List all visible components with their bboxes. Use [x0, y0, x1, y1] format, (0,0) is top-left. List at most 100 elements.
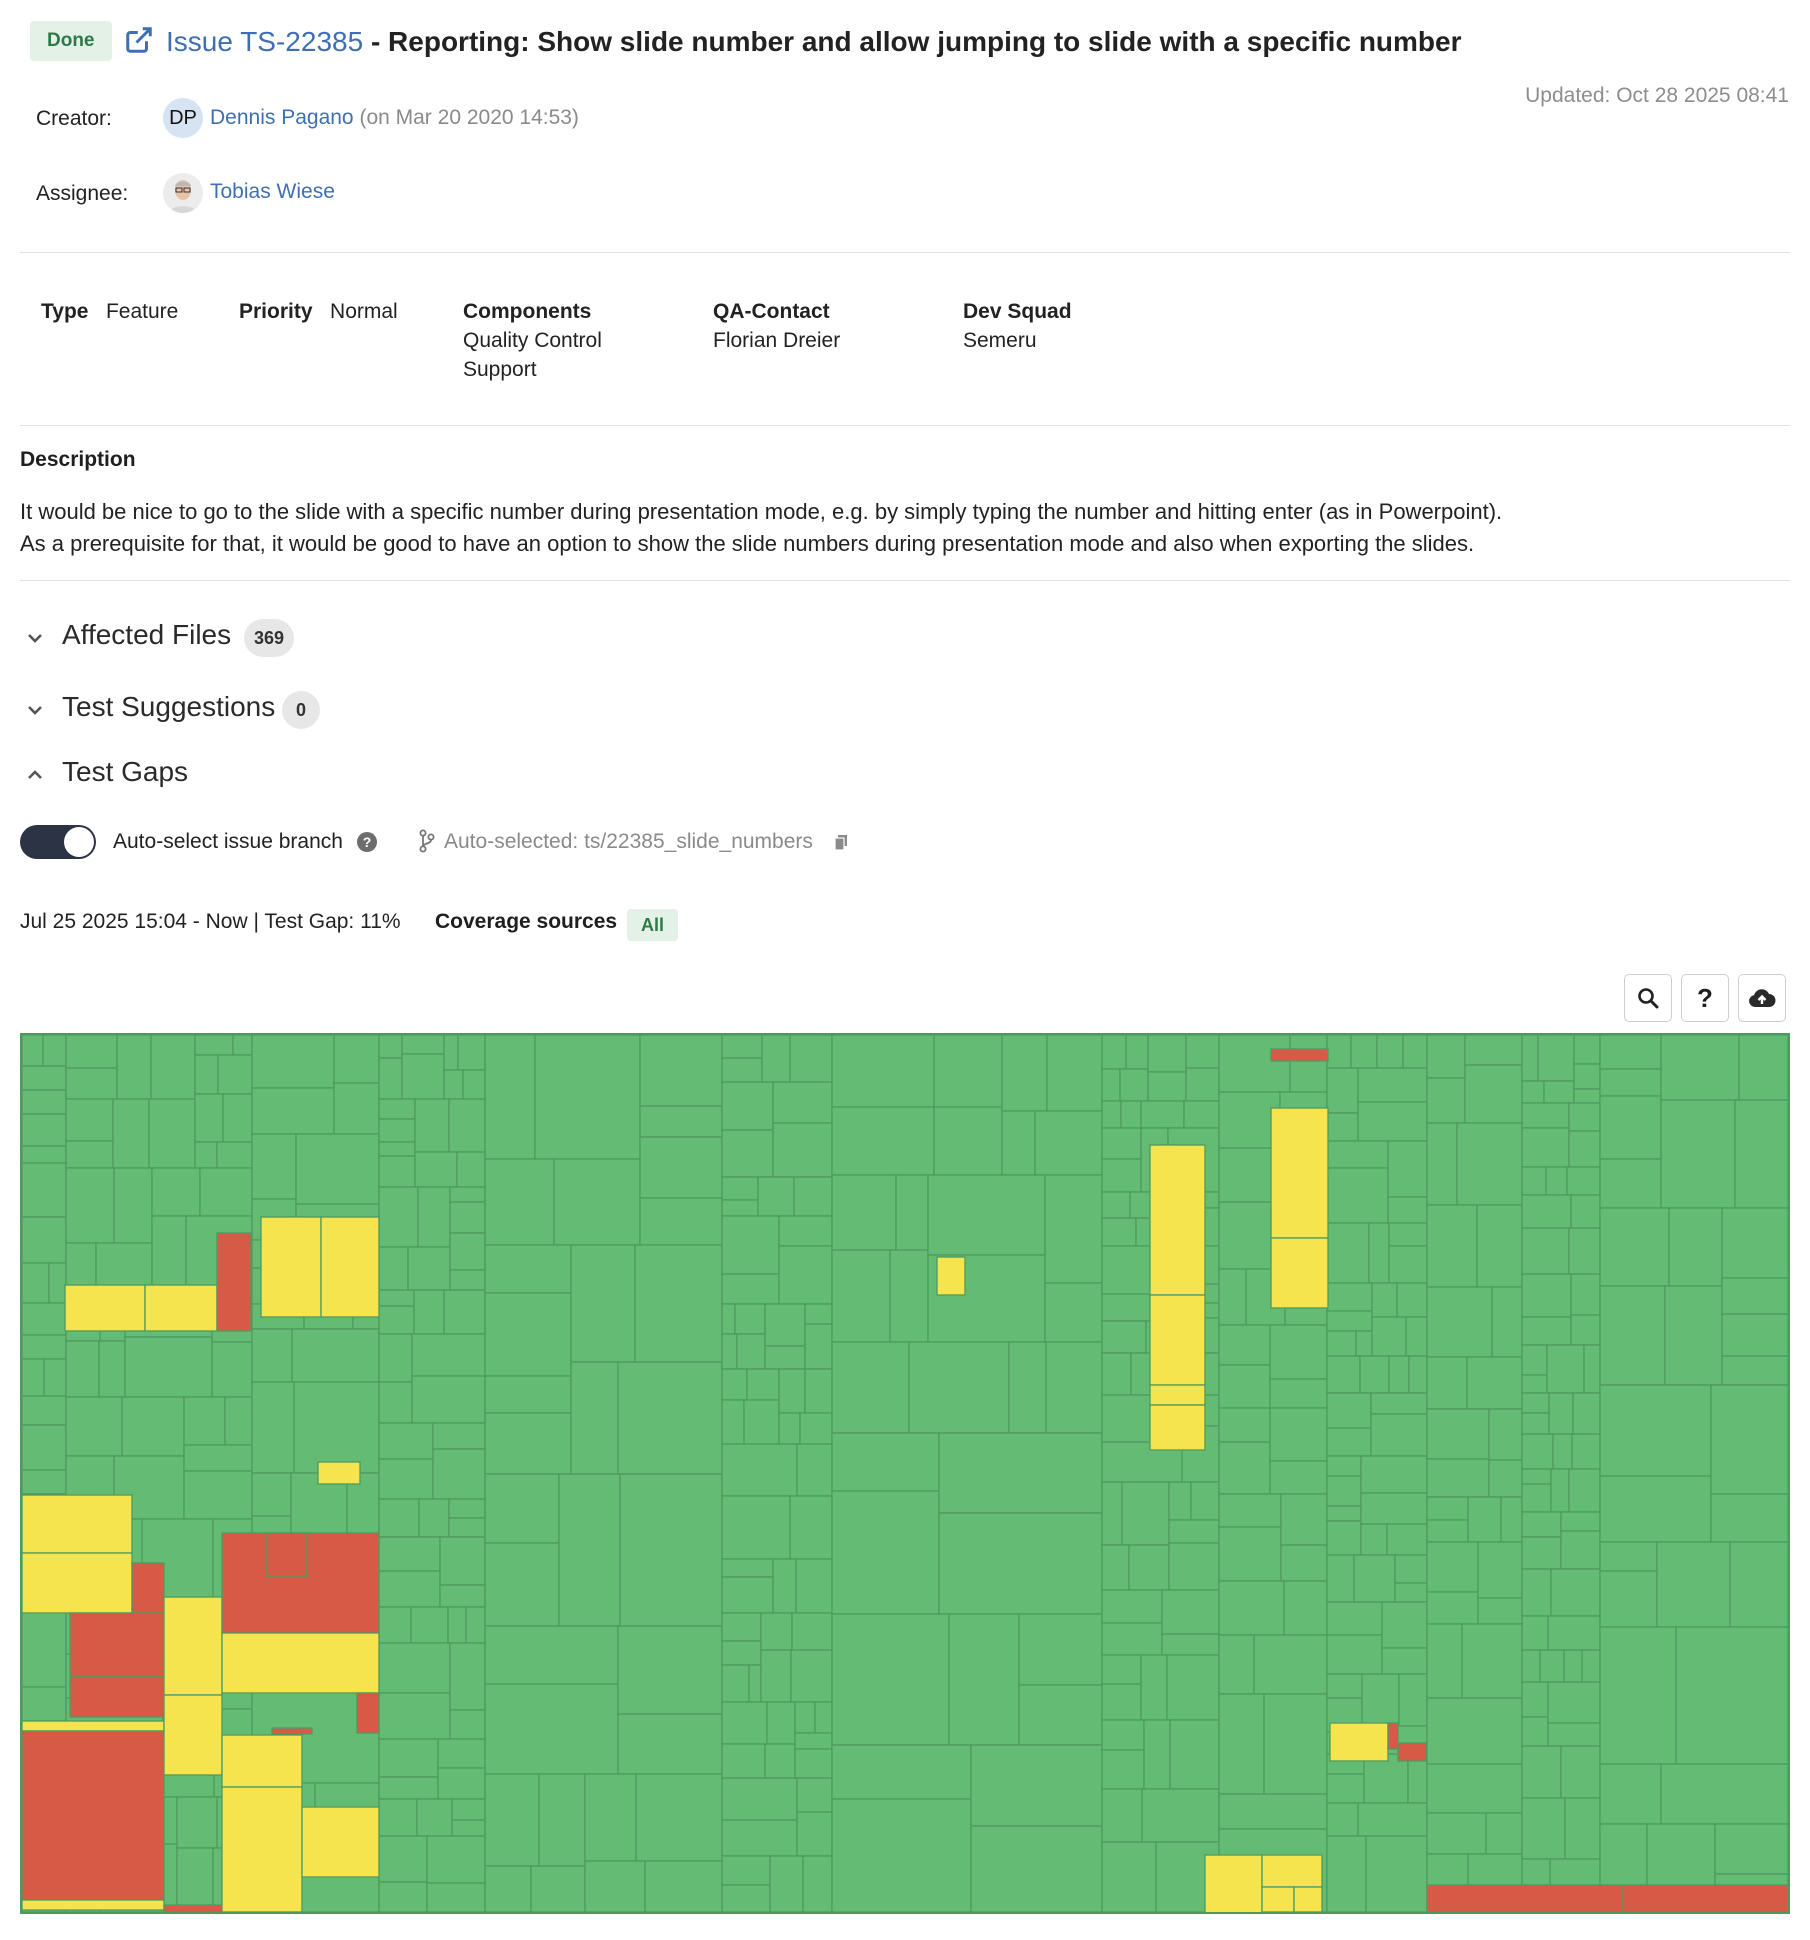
- treemap-cell[interactable]: [333, 1082, 380, 1135]
- treemap-cell[interactable]: [410, 1606, 449, 1644]
- treemap-cell[interactable]: [222, 1093, 253, 1143]
- treemap-cell[interactable]: [1218, 1526, 1282, 1582]
- treemap-cell[interactable]: [1269, 1407, 1328, 1462]
- treemap-cell[interactable]: [1280, 1544, 1328, 1582]
- treemap-cell[interactable]: [1034, 1110, 1103, 1176]
- treemap-cell[interactable]: [1552, 1433, 1573, 1470]
- treemap-cell[interactable]: [1147, 1071, 1187, 1102]
- treemap-cell[interactable]: [251, 1133, 297, 1200]
- treemap-cell[interactable]: [484, 1292, 572, 1377]
- treemap-cell[interactable]: [1599, 1541, 1658, 1572]
- creator-name-link[interactable]: Dennis Pagano: [210, 106, 354, 129]
- treemap-cell[interactable]: [1120, 1100, 1142, 1129]
- treemap-cell[interactable]: [1269, 1460, 1328, 1495]
- treemap-cell[interactable]: [1371, 1282, 1398, 1318]
- treemap-cell[interactable]: [484, 1473, 560, 1544]
- treemap-cell[interactable]: [1326, 1222, 1370, 1284]
- treemap-cell[interactable]: [1570, 1314, 1601, 1346]
- treemap-cell[interactable]: [65, 1242, 97, 1293]
- treemap-cell[interactable]: [1521, 1194, 1572, 1229]
- treemap-cell[interactable]: [1381, 1647, 1428, 1675]
- treemap-cell[interactable]: [1261, 1886, 1295, 1912]
- treemap-cell[interactable]: [1147, 1035, 1187, 1073]
- treemap-cell[interactable]: [163, 1694, 223, 1776]
- treemap-cell[interactable]: [1426, 1623, 1463, 1699]
- treemap-cell[interactable]: [804, 1368, 833, 1414]
- treemap-cell[interactable]: [22, 1611, 67, 1688]
- treemap-cell[interactable]: [789, 1035, 833, 1083]
- treemap-cell[interactable]: [1119, 1068, 1149, 1102]
- treemap-cell[interactable]: [1283, 1580, 1328, 1636]
- treemap-cell[interactable]: [721, 1576, 774, 1614]
- treemap-cell[interactable]: [1386, 1523, 1428, 1556]
- treemap-cell[interactable]: [1572, 1392, 1601, 1435]
- treemap-cell[interactable]: [1521, 1745, 1562, 1799]
- treemap-cell[interactable]: [1491, 1286, 1523, 1358]
- treemap-cell[interactable]: [443, 1035, 459, 1071]
- treemap-cell[interactable]: [1218, 1201, 1272, 1270]
- treemap-cell[interactable]: [69, 1676, 165, 1718]
- treemap-cell[interactable]: [439, 1536, 486, 1586]
- treemap-cell[interactable]: [1101, 1068, 1121, 1102]
- treemap-cell[interactable]: [378, 1642, 451, 1694]
- treemap-cell[interactable]: [112, 1098, 150, 1169]
- treemap-cell[interactable]: [22, 1262, 50, 1304]
- treemap-cell[interactable]: [1101, 1481, 1123, 1546]
- treemap-cell[interactable]: [804, 1323, 833, 1370]
- treemap-cell[interactable]: [1426, 1812, 1487, 1855]
- treemap-cell[interactable]: [1660, 1099, 1736, 1209]
- treemap-cell[interactable]: [1521, 1035, 1539, 1082]
- treemap-cell[interactable]: [1218, 1364, 1271, 1409]
- treemap-cell[interactable]: [1521, 1433, 1554, 1470]
- treemap-cell[interactable]: [1149, 1144, 1206, 1296]
- treemap-cell[interactable]: [301, 1806, 380, 1878]
- treemap-cell[interactable]: [439, 1584, 486, 1608]
- treemap-cell[interactable]: [794, 1701, 816, 1734]
- treemap-cell[interactable]: [449, 1201, 486, 1234]
- treemap-cell[interactable]: [1521, 1127, 1570, 1168]
- treemap-cell[interactable]: [1521, 1273, 1572, 1318]
- treemap-cell[interactable]: [437, 1738, 486, 1769]
- treemap-cell[interactable]: [484, 1773, 540, 1867]
- treemap-cell[interactable]: [1125, 1035, 1149, 1070]
- treemap-cell[interactable]: [1521, 1227, 1570, 1275]
- treemap-cell[interactable]: [1360, 1492, 1428, 1525]
- treemap-cell[interactable]: [22, 1395, 67, 1426]
- treemap-cell[interactable]: [1270, 1237, 1329, 1309]
- treemap-cell[interactable]: [437, 1767, 486, 1800]
- treemap-cell[interactable]: [451, 1819, 486, 1837]
- treemap-cell[interactable]: [1570, 1194, 1601, 1229]
- test-suggestions-toggle[interactable]: Test Suggestions: [62, 691, 276, 722]
- treemap-cell[interactable]: [617, 1361, 723, 1475]
- treemap-cell[interactable]: [1360, 1523, 1388, 1556]
- treemap-cell[interactable]: [1521, 1511, 1562, 1538]
- treemap-cell[interactable]: [378, 1536, 441, 1572]
- treemap-cell[interactable]: [484, 1158, 555, 1246]
- treemap-cell[interactable]: [484, 1412, 572, 1475]
- treemap-cell[interactable]: [1371, 1316, 1407, 1357]
- treemap-cell[interactable]: [1426, 1204, 1478, 1288]
- treemap-cell[interactable]: [484, 1683, 619, 1775]
- treemap-cell[interactable]: [1387, 1140, 1428, 1198]
- copy-icon[interactable]: [834, 834, 848, 851]
- treemap-cell[interactable]: [22, 1089, 67, 1115]
- treemap-cell[interactable]: [1543, 1080, 1575, 1104]
- help-icon[interactable]: ?: [357, 832, 377, 852]
- treemap-cell[interactable]: [43, 1358, 67, 1397]
- treemap-cell[interactable]: [22, 1552, 133, 1614]
- treemap-cell[interactable]: [570, 1244, 636, 1363]
- treemap-cell[interactable]: [1560, 1511, 1601, 1532]
- treemap-cell[interactable]: [721, 1176, 759, 1201]
- treemap-cell[interactable]: [378, 1118, 416, 1143]
- treemap-cell[interactable]: [831, 1106, 935, 1176]
- treemap-cell[interactable]: [772, 1081, 833, 1124]
- treemap-cell[interactable]: [1149, 1294, 1206, 1386]
- treemap-cell[interactable]: [22, 1065, 67, 1091]
- treemap-cell[interactable]: [266, 1532, 308, 1578]
- treemap-cell[interactable]: [22, 1302, 67, 1336]
- treemap-cell[interactable]: [65, 1067, 118, 1100]
- treemap-cell[interactable]: [1568, 1468, 1601, 1513]
- treemap-cell[interactable]: [721, 1855, 771, 1886]
- treemap-cell[interactable]: [69, 1612, 165, 1678]
- treemap-cell[interactable]: [443, 1069, 464, 1100]
